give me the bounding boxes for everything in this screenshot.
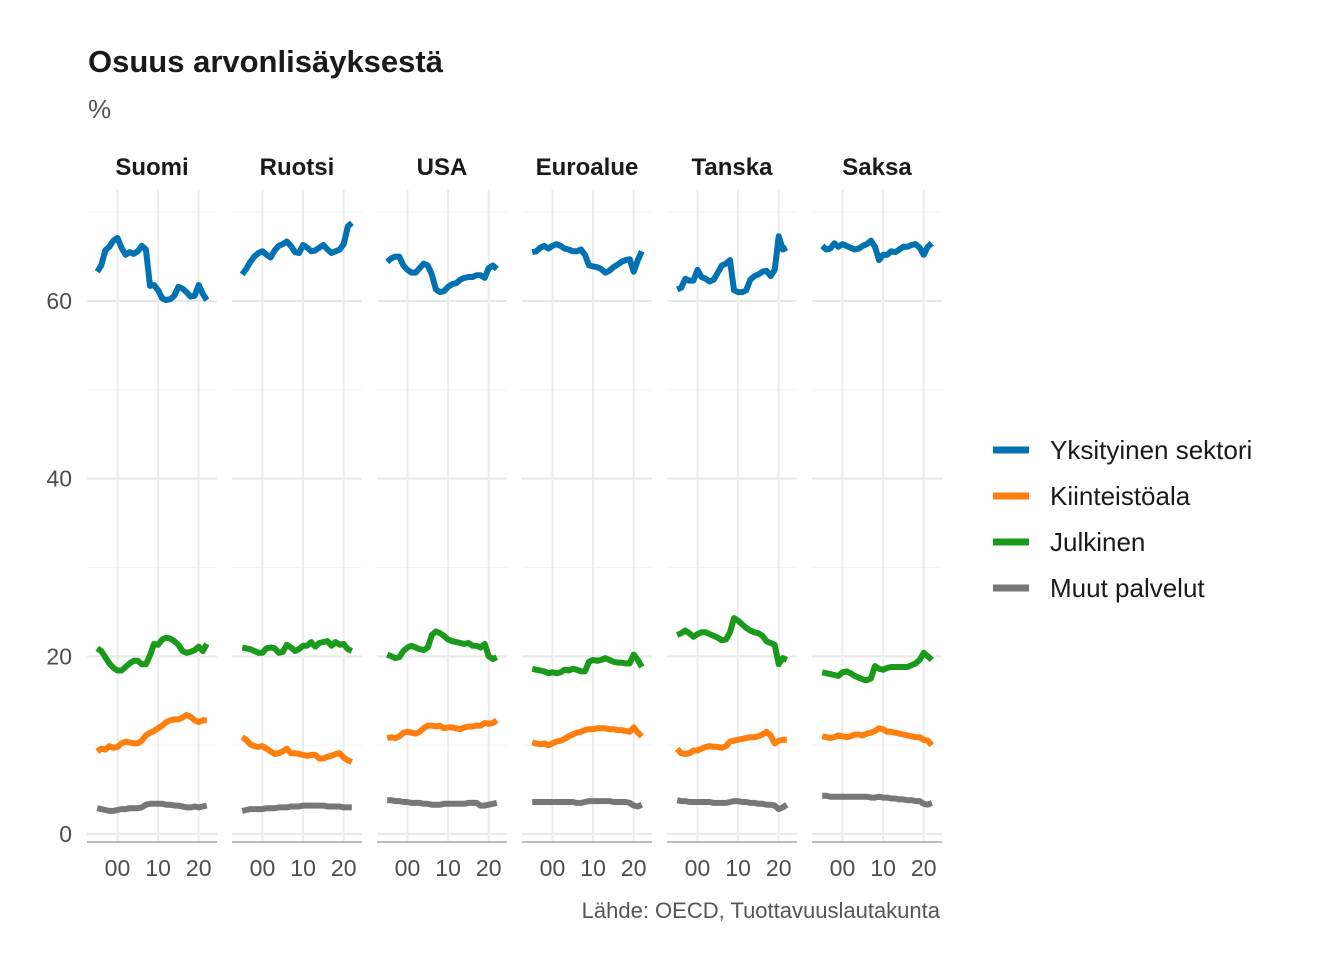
series-line-kiinteisto xyxy=(674,728,787,757)
x-tick-label: 10 xyxy=(145,855,171,881)
series-line-julkinen xyxy=(675,615,789,668)
y-axis: 0 20 40 60 xyxy=(46,288,72,847)
panel-suomi: Suomi 00 10 20 xyxy=(87,154,217,881)
x-tick-label: 20 xyxy=(476,855,502,881)
series-line-muut xyxy=(96,800,208,814)
x-tick-label: 00 xyxy=(105,855,131,881)
series-line-yksityinen xyxy=(531,241,645,276)
panel-strip-label: Suomi xyxy=(115,154,188,181)
x-tick-label: 20 xyxy=(766,855,792,881)
series-line-yksityinen xyxy=(94,234,210,304)
series-line-julkinen xyxy=(386,628,499,662)
legend-label: Kiinteistöala xyxy=(1050,481,1191,511)
series-line-yksityinen xyxy=(239,220,354,277)
legend-label: Yksityinen sektori xyxy=(1050,435,1252,465)
series-line-kiinteisto xyxy=(821,725,935,748)
series-line-julkinen xyxy=(531,651,645,677)
x-tick-label: 20 xyxy=(186,855,212,881)
x-tick-label: 10 xyxy=(580,855,606,881)
series-line-muut xyxy=(532,798,644,810)
series-line-muut xyxy=(241,802,352,814)
series-line-kiinteisto xyxy=(531,724,644,749)
x-tick-label: 10 xyxy=(290,855,316,881)
x-tick-label: 00 xyxy=(685,855,711,881)
panel-strip-label: Ruotsi xyxy=(260,154,335,181)
x-tick-label: 20 xyxy=(911,855,937,881)
y-tick-label: 40 xyxy=(46,466,72,492)
series-line-julkinen xyxy=(95,634,210,674)
legend-label: Julkinen xyxy=(1050,527,1145,557)
panel-strip-label: Saksa xyxy=(842,154,912,181)
series-line-muut xyxy=(387,797,498,809)
x-tick-label: 20 xyxy=(331,855,357,881)
y-tick-label: 60 xyxy=(46,288,72,314)
x-tick-label: 00 xyxy=(250,855,276,881)
series-line-muut xyxy=(822,792,934,808)
series-line-kiinteisto xyxy=(386,717,499,742)
panel-tanska: Tanska 00 10 20 xyxy=(667,154,797,881)
series-line-yksityinen xyxy=(385,253,499,296)
y-tick-label: 20 xyxy=(46,643,72,669)
x-tick-label: 00 xyxy=(540,855,566,881)
chart-subtitle: % xyxy=(88,94,111,124)
panel-euroalue: Euroalue 00 10 20 xyxy=(522,154,652,881)
chart-caption: Lähde: OECD, Tuottavuuslautakunta xyxy=(582,898,941,923)
chart-title: Osuus arvonlisäyksestä xyxy=(88,44,444,79)
panel-usa: USA 00 10 20 xyxy=(377,154,507,881)
legend: Yksityinen sektori Kiinteistöala Julkinen M… xyxy=(993,435,1252,603)
x-tick-label: 10 xyxy=(725,855,751,881)
panel-strip-label: Tanska xyxy=(692,154,774,181)
series-line-kiinteisto xyxy=(240,734,353,765)
x-tick-label: 10 xyxy=(870,855,896,881)
x-tick-label: 20 xyxy=(621,855,647,881)
y-tick-label: 0 xyxy=(59,821,72,847)
series-line-kiinteisto xyxy=(95,712,207,754)
panel-ruotsi: Ruotsi 00 10 20 xyxy=(232,154,362,881)
series-line-julkinen xyxy=(821,649,934,684)
panel-strip-label: USA xyxy=(417,154,468,181)
series-line-yksityinen xyxy=(820,237,934,264)
x-tick-label: 00 xyxy=(830,855,856,881)
x-tick-label: 10 xyxy=(435,855,461,881)
x-tick-label: 00 xyxy=(395,855,421,881)
series-line-muut xyxy=(676,797,789,813)
panel-saksa: Saksa 00 10 20 xyxy=(812,154,942,881)
series-line-julkinen xyxy=(241,638,354,656)
series-line-yksityinen xyxy=(675,233,789,296)
legend-label: Muut palvelut xyxy=(1050,573,1205,603)
panel-strip-label: Euroalue xyxy=(536,154,639,181)
